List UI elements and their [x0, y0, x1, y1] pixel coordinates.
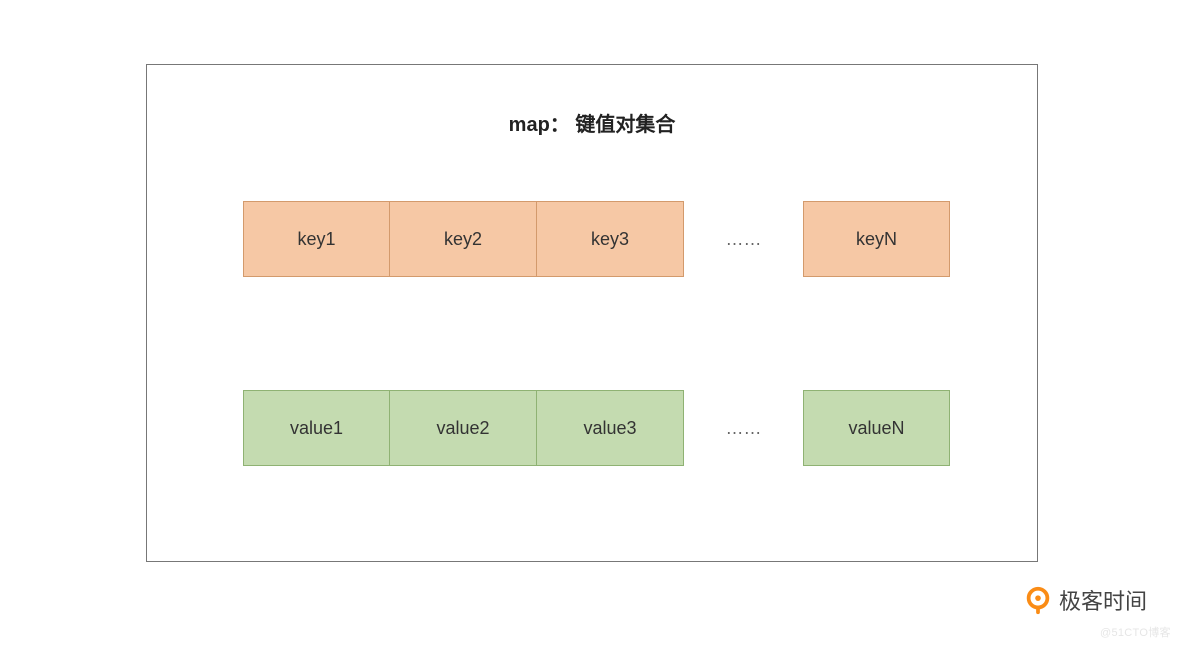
value-cell: value2	[390, 390, 537, 466]
diagram-title: map： 键值对集合	[0, 108, 1184, 137]
value-ellipsis: ……	[684, 390, 803, 466]
brand-text: 极客时间	[1059, 584, 1147, 616]
value-cell: value1	[243, 390, 390, 466]
brand-icon	[1023, 585, 1053, 615]
key-cell: key3	[537, 201, 684, 277]
key-cell: key2	[390, 201, 537, 277]
diagram-frame	[146, 64, 1038, 562]
value-cell-last: valueN	[803, 390, 950, 466]
key-ellipsis: ……	[684, 201, 803, 277]
value-cell: value3	[537, 390, 684, 466]
watermark-text: @51CTO博客	[1100, 624, 1171, 640]
brand-logo: 极客时间	[1023, 584, 1147, 616]
key-cell-last: keyN	[803, 201, 950, 277]
key-cell: key1	[243, 201, 390, 277]
